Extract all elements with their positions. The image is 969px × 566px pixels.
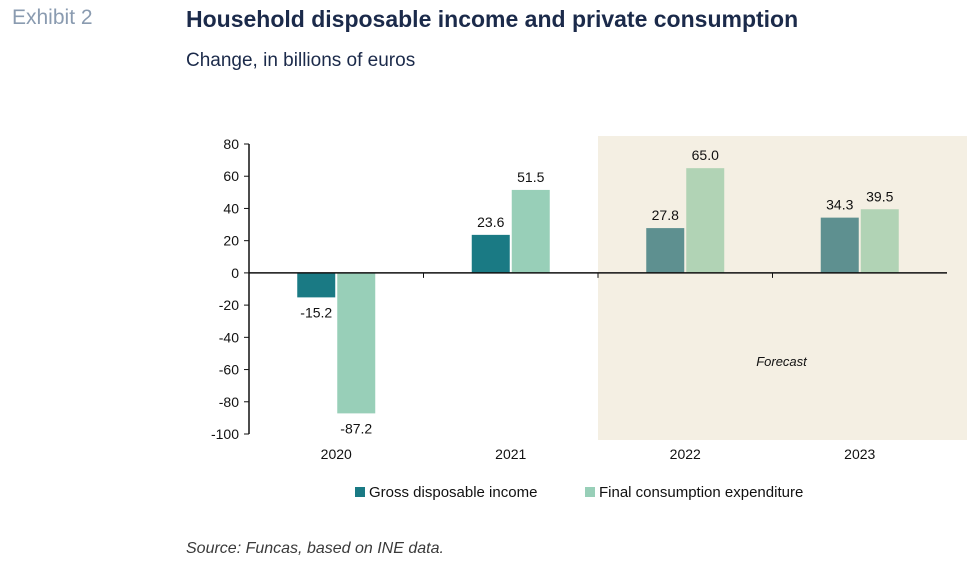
bar-income-2021 [471,234,510,273]
y-tick-label: 60 [223,168,239,184]
forecast-band [598,136,967,440]
data-label: -87.2 [340,420,372,436]
data-label: 65.0 [692,147,719,163]
data-label: 51.5 [517,169,544,185]
bar-income-2023 [820,217,859,273]
x-tick-label: 2022 [670,446,701,462]
chart-title: Household disposable income and private … [186,6,799,32]
bar-income-2022 [646,228,685,273]
y-tick-label: -20 [219,297,239,313]
data-label: 34.3 [826,197,853,213]
y-tick-label: -80 [219,394,239,410]
y-tick-label: 20 [223,233,239,249]
legend-swatch-income [355,487,365,497]
source-note: Source: Funcas, based on INE data. [186,540,444,557]
x-tick-label: 2023 [844,446,875,462]
y-tick-label: -40 [219,329,239,345]
y-tick-label: 80 [223,136,239,152]
y-tick-label: 0 [231,265,239,281]
bar-consumption-2023 [860,209,899,273]
legend-label-consumption: Final consumption expenditure [599,484,803,501]
x-tick-label: 2021 [495,446,526,462]
y-tick-label: 40 [223,200,239,216]
bar-consumption-2021 [511,189,550,273]
bar-consumption-2020 [337,272,376,414]
x-tick-label: 2020 [321,446,352,462]
legend-label-income: Gross disposable income [369,484,537,501]
legend-swatch-consumption [585,487,595,497]
bar-consumption-2022 [686,168,725,273]
data-label: -15.2 [300,304,332,320]
y-tick-label: -60 [219,362,239,378]
data-label: 39.5 [866,188,893,204]
exhibit-label: Exhibit 2 [12,6,93,29]
bar-income-2020 [297,272,336,298]
data-label: 27.8 [652,207,679,223]
forecast-label: Forecast [756,354,808,369]
y-tick-label: -100 [211,426,239,442]
data-label: 23.6 [477,214,504,230]
chart-subtitle: Change, in billions of euros [186,50,416,71]
